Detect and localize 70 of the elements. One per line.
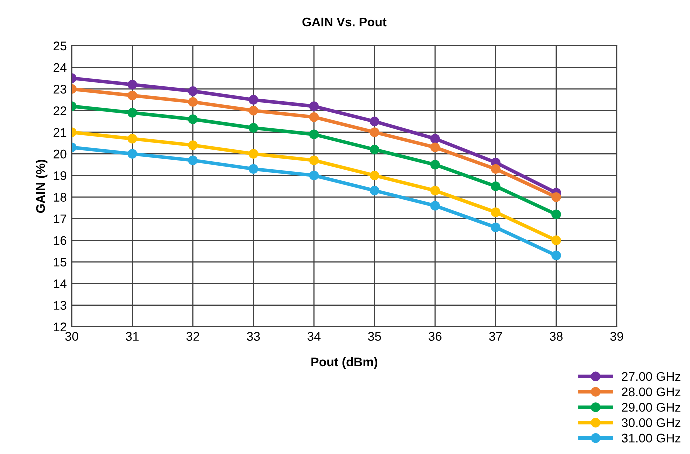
- y-tick-label: 20: [54, 150, 67, 159]
- y-tick-label: 24: [54, 63, 67, 72]
- point: [430, 160, 440, 170]
- x-axis-title: Pout (dBm): [312, 357, 378, 370]
- point: [128, 149, 138, 159]
- x-tick-label: 39: [610, 332, 624, 342]
- y-tick-label: 23: [54, 85, 67, 94]
- point: [309, 130, 320, 140]
- point: [491, 182, 501, 192]
- point: [188, 156, 198, 166]
- point: [309, 102, 320, 112]
- legend-label: 28.00 GHz: [622, 388, 681, 397]
- chart-title: GAIN Vs. Pout: [302, 18, 387, 27]
- x-tick-label: 38: [550, 332, 563, 342]
- point: [370, 144, 380, 155]
- point: [430, 134, 440, 144]
- point: [430, 142, 440, 152]
- point: [188, 86, 198, 96]
- x-tick-label: 34: [308, 332, 321, 342]
- point: [430, 201, 440, 211]
- y-tick-label: 14: [54, 280, 67, 288]
- point: [188, 114, 198, 124]
- x-tick-label: 36: [428, 332, 442, 342]
- point: [309, 170, 320, 181]
- point: [552, 250, 562, 261]
- point: [552, 236, 562, 246]
- x-tick-label: 37: [489, 332, 502, 342]
- y-axis-title: GAIN (%): [36, 160, 48, 214]
- y-tick-label: 25: [54, 42, 67, 51]
- y-tick-label: 16: [54, 236, 67, 246]
- point: [128, 90, 138, 101]
- point: [552, 192, 562, 202]
- x-tick-label: 35: [368, 332, 382, 342]
- x-tick-label: 33: [247, 332, 260, 342]
- point: [491, 164, 501, 174]
- point: [370, 186, 380, 196]
- x-tick-label: 32: [186, 332, 200, 342]
- point: [552, 210, 562, 220]
- point: [370, 170, 380, 181]
- point: [309, 112, 320, 122]
- y-tick-label: 17: [54, 214, 67, 224]
- point: [248, 149, 259, 159]
- legend-label: 30.00 GHz: [622, 418, 681, 428]
- point: [188, 140, 198, 150]
- legend-label: 29.00 GHz: [622, 403, 681, 412]
- y-tick-label: 19: [54, 171, 67, 180]
- point: [188, 97, 198, 108]
- point: [491, 208, 501, 218]
- point: [128, 108, 138, 118]
- y-tick-label: 22: [54, 106, 67, 116]
- point: [370, 128, 380, 138]
- point: [491, 222, 501, 232]
- y-tick-label: 18: [54, 193, 67, 202]
- point: [248, 106, 259, 116]
- point: [370, 116, 380, 127]
- point: [128, 134, 138, 144]
- y-tick-label: 15: [54, 258, 67, 267]
- point: [248, 123, 259, 133]
- point: [248, 164, 259, 174]
- legend-label: 27.00 GHz: [622, 372, 681, 382]
- y-tick-label: 21: [54, 128, 67, 137]
- point: [248, 95, 259, 105]
- y-tick-label: 12: [54, 322, 67, 332]
- x-tick-label: 30: [66, 332, 78, 342]
- point: [309, 156, 320, 166]
- point: [430, 186, 440, 196]
- x-tick-label: 31: [126, 332, 139, 342]
- point: [128, 80, 138, 90]
- legend-label: 31.00 GHz: [622, 434, 681, 443]
- y-tick-label: 13: [54, 301, 67, 310]
